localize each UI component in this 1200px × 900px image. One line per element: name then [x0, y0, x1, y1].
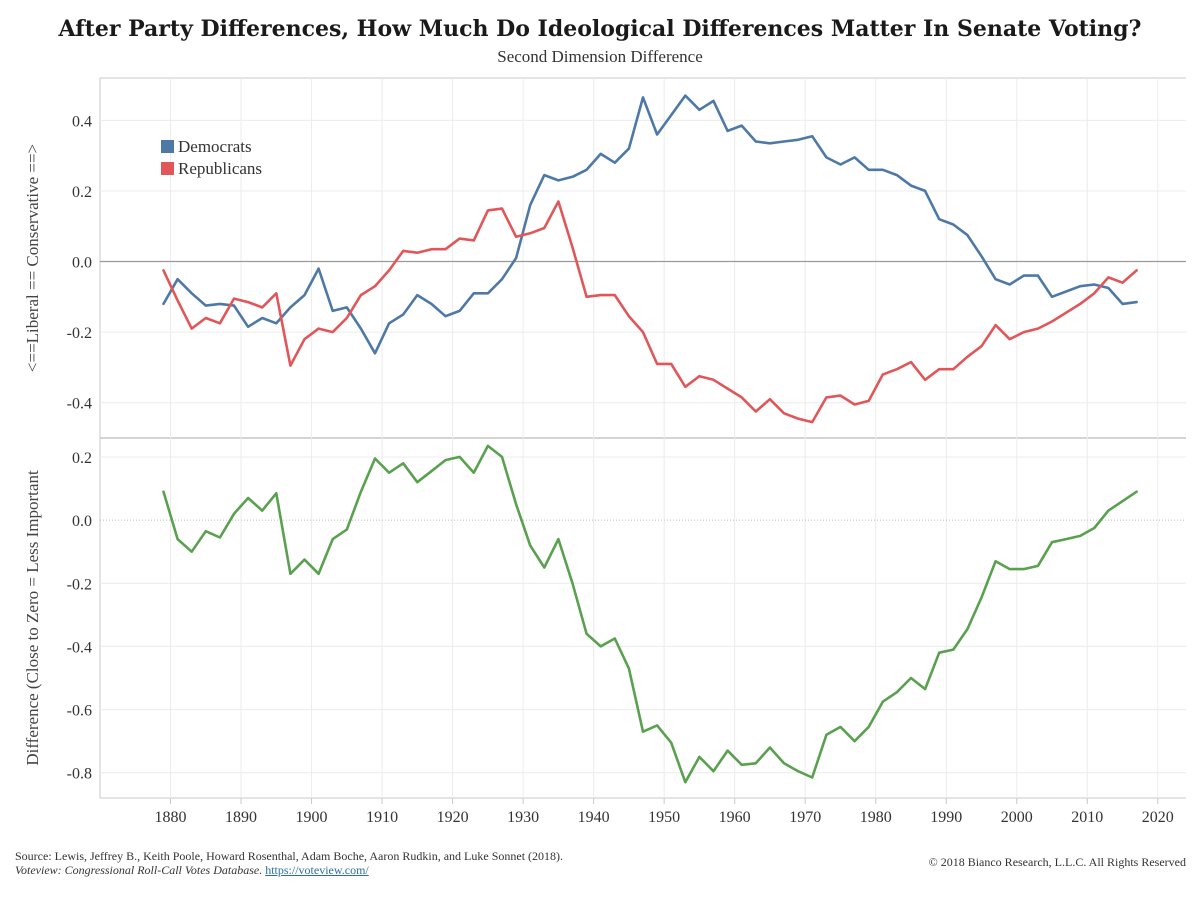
panel-2: 0.2 0.0 -0.2 -0.4 -0.6 -0.8 Difference (Close …	[23, 444, 1186, 784]
x-tick-label: 1880	[155, 809, 187, 826]
legend-swatch-democrats	[161, 140, 174, 153]
source-link[interactable]: https://voteview.com/	[265, 863, 369, 877]
legend-swatch-republicans	[161, 162, 174, 175]
series-line-difference	[162, 444, 1138, 784]
y-tick-label: -0.6	[67, 703, 92, 720]
source-title: Voteview: Congressional Roll-Call Votes …	[15, 863, 263, 877]
y-tick-label: 0.0	[72, 513, 92, 530]
y-tick-label: -0.4	[67, 639, 92, 656]
x-tick-label: 1910	[366, 809, 398, 826]
source-note: Source: Lewis, Jeffrey B., Keith Poole, …	[15, 849, 575, 877]
y-tick-label: 0.2	[72, 450, 92, 467]
y-tick-label: 0.2	[72, 184, 92, 201]
x-tick-label: 1970	[789, 809, 821, 826]
x-tick-label: 1990	[930, 809, 962, 826]
x-tick-label: 1940	[578, 809, 610, 826]
x-tick-label: 1930	[507, 809, 539, 826]
x-tick-label: 1890	[225, 809, 257, 826]
panel-1: 0.4 0.2 0.0 -0.2 -0.4 <==Liberal == Conservat…	[23, 94, 1186, 424]
y-tick-label: -0.2	[67, 576, 92, 593]
copyright: © 2018 Bianco Research, L.L.C. All Right…	[928, 855, 1186, 869]
x-tick-label: 2000	[1001, 809, 1033, 826]
chart-subtitle: Second Dimension Difference	[497, 47, 703, 66]
x-tick-label: 2010	[1071, 809, 1103, 826]
legend-label-democrats: Democrats	[178, 137, 252, 156]
x-tick-label: 1900	[296, 809, 328, 826]
series-line-democrats	[162, 94, 1138, 355]
legend-label-republicans: Republicans	[178, 159, 262, 178]
x-tick-label: 1960	[719, 809, 751, 826]
y-axis-label: <==Liberal == Conservative ==>	[23, 144, 42, 372]
x-tick-label: 2020	[1142, 809, 1174, 826]
legend: Democrats Republicans	[161, 137, 262, 178]
x-tick-label: 1920	[437, 809, 469, 826]
y-tick-label: 0.0	[72, 255, 92, 272]
y-tick-label: -0.4	[67, 396, 92, 413]
y-tick-label: 0.4	[72, 113, 92, 130]
x-tick-label: 1950	[648, 809, 680, 826]
chart-title: After Party Differences, How Much Do Ide…	[58, 16, 1142, 42]
y-tick-label: -0.8	[67, 766, 92, 783]
y-tick-label: -0.2	[67, 325, 92, 342]
series-line-republicans	[162, 200, 1138, 424]
y-axis-label: Difference (Close to Zero = Less Importa…	[23, 470, 42, 766]
source-text: Source: Lewis, Jeffrey B., Keith Poole, …	[15, 849, 564, 863]
x-tick-label: 1980	[860, 809, 892, 826]
